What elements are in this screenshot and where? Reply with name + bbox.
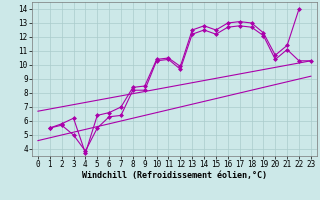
X-axis label: Windchill (Refroidissement éolien,°C): Windchill (Refroidissement éolien,°C) — [82, 171, 267, 180]
